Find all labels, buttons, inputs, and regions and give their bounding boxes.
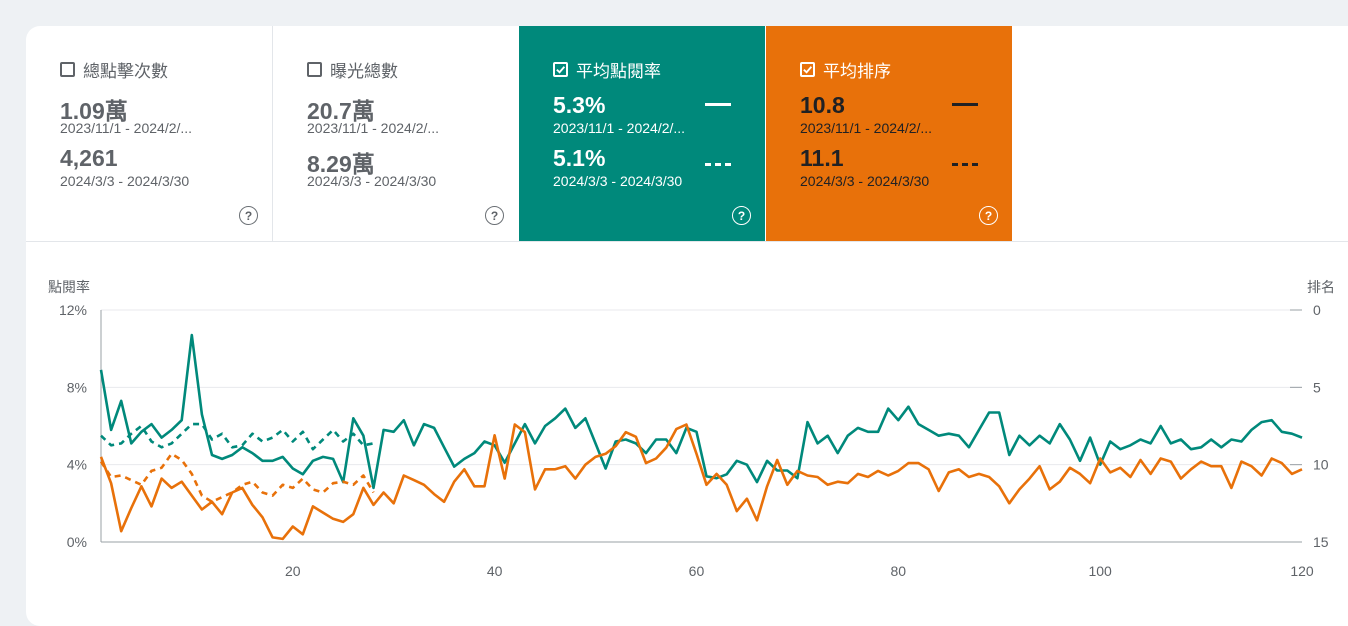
help-icon[interactable]: ? [239, 206, 258, 225]
checkbox-checked-icon[interactable] [800, 61, 815, 77]
metric-compare-value: 11.1 [800, 145, 844, 171]
dashed-line-legend-icon [705, 163, 731, 166]
metric-range: 2023/11/1 - 2024/2/... [60, 120, 193, 136]
metric-range: 2023/11/1 - 2024/2/... [800, 120, 933, 136]
checkbox-unchecked-icon[interactable] [307, 61, 322, 77]
metric-tile-impressions[interactable]: 曝光總數 20.7萬 2023/11/1 - 2024/2/... 8.29萬 … [272, 26, 518, 241]
series-line-position_period2 [99, 452, 375, 504]
y2-axis-label: 排名 [1307, 279, 1335, 295]
line-chart[interactable]: 0% 4% 8% 12% 0 5 10 15 20 40 60 80 100 120 [0, 0, 1348, 603]
y2-tick-label: 5 [1313, 379, 1321, 395]
checkbox-unchecked-icon[interactable] [60, 61, 75, 77]
metric-compare-range: 2024/3/3 - 2024/3/30 [800, 173, 930, 189]
checkbox-checked-icon[interactable] [553, 61, 568, 77]
metric-tile-clicks[interactable]: 總點擊次數 1.09萬 2023/11/1 - 2024/2/... 4,261… [26, 26, 272, 241]
metric-value: 5.3% [553, 92, 606, 118]
metric-label: 平均點閱率 [576, 61, 661, 81]
metric-range: 2023/11/1 - 2024/2/... [553, 120, 686, 136]
y-tick-label: 12% [59, 302, 87, 318]
metric-compare-range: 2024/3/3 - 2024/3/30 [553, 173, 683, 189]
solid-line-legend-icon [952, 103, 978, 106]
series-line-ctr_period2 [100, 422, 374, 451]
y-tick-label: 4% [67, 457, 87, 473]
divider [26, 241, 1348, 242]
metric-tile-position[interactable]: 平均排序 10.8 2023/11/1 - 2024/2/... 11.1 20… [766, 26, 1012, 241]
dashed-line-legend-icon [952, 163, 978, 166]
help-icon[interactable]: ? [732, 206, 751, 225]
y-axis-label: 點閱率 [48, 279, 90, 295]
y2-tick-label: 15 [1313, 534, 1329, 550]
metric-compare-range: 2024/3/3 - 2024/3/30 [307, 173, 437, 189]
y2-tick-label: 0 [1313, 302, 1321, 318]
metric-value: 10.8 [800, 92, 845, 118]
x-tick-label: 20 [285, 563, 301, 579]
help-icon[interactable]: ? [485, 206, 504, 225]
metric-compare-value: 5.1% [553, 145, 606, 171]
metric-label: 總點擊次數 [83, 61, 168, 81]
x-tick-label: 80 [891, 563, 907, 579]
metric-label: 曝光總數 [330, 61, 398, 81]
metric-compare-range: 2024/3/3 - 2024/3/30 [60, 173, 190, 189]
x-tick-label: 120 [1290, 563, 1314, 579]
metric-range: 2023/11/1 - 2024/2/... [307, 120, 440, 136]
y-tick-label: 8% [67, 379, 87, 395]
solid-line-legend-icon [705, 103, 731, 106]
x-tick-label: 40 [487, 563, 503, 579]
metric-tile-ctr[interactable]: 平均點閱率 5.3% 2023/11/1 - 2024/2/... 5.1% 2… [519, 26, 765, 241]
x-tick-label: 60 [689, 563, 705, 579]
series-line-position_period1 [99, 423, 1303, 541]
y2-tick-label: 10 [1313, 457, 1329, 473]
x-tick-label: 100 [1088, 563, 1112, 579]
y-tick-label: 0% [67, 534, 87, 550]
metric-label: 平均排序 [823, 61, 891, 81]
metric-compare-value: 4,261 [60, 145, 118, 171]
metric-tiles: 總點擊次數 1.09萬 2023/11/1 - 2024/2/... 4,261… [26, 26, 1012, 241]
help-icon[interactable]: ? [979, 206, 998, 225]
performance-card: 總點擊次數 1.09萬 2023/11/1 - 2024/2/... 4,261… [26, 26, 1348, 626]
